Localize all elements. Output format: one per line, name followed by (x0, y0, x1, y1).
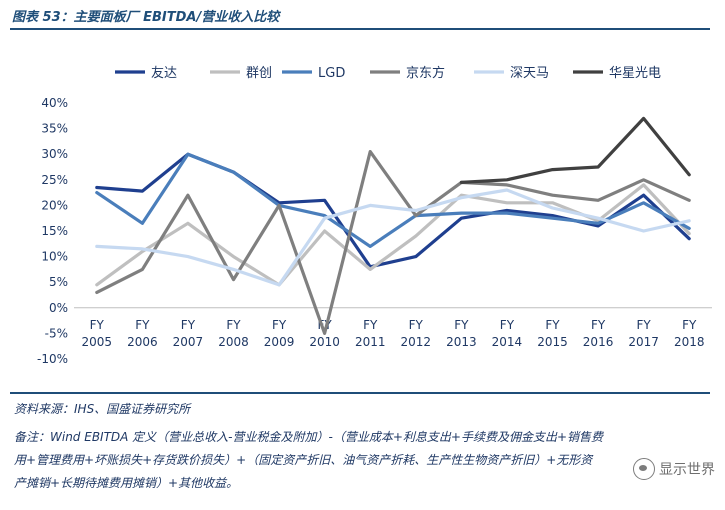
y-tick-label: 40% (41, 96, 68, 110)
y-tick-label: 10% (41, 250, 68, 264)
series-line (95, 150, 691, 335)
source-note: 资料来源：IHS、国盛证券研究所 (14, 402, 191, 416)
x-tick-label: 2009 (264, 335, 295, 349)
x-tick-label: FY (500, 318, 515, 332)
x-tick-label: FY (226, 318, 241, 332)
x-tick-label: FY (545, 318, 560, 332)
x-tick-label: 2008 (218, 335, 249, 349)
x-tick-label: FY (181, 318, 196, 332)
x-tick-label: 2007 (173, 335, 204, 349)
series-line (95, 152, 691, 269)
legend-label: LGD (318, 66, 345, 81)
x-tick-label: FY (409, 318, 424, 332)
series-line (459, 116, 691, 184)
x-tick-label: 2018 (674, 335, 705, 349)
legend-label: 友达 (151, 65, 177, 81)
figure-title: 图表 53：主要面板厂 EBITDA/营业收入比较 (12, 10, 280, 25)
x-tick-label: 2016 (583, 335, 614, 349)
y-tick-label: 20% (41, 198, 68, 212)
x-tick-label: 2017 (628, 335, 659, 349)
x-tick-label: 2013 (446, 335, 477, 349)
watermark: 显示世界 (633, 458, 715, 480)
x-tick-label: FY (272, 318, 287, 332)
x-tick-label: 2006 (127, 335, 158, 349)
y-tick-label: -10% (37, 352, 68, 366)
legend-label: 深天马 (510, 66, 549, 81)
watermark-text: 显示世界 (659, 462, 715, 478)
x-tick-label: 2005 (82, 335, 113, 349)
x-tick-label: FY (591, 318, 606, 332)
series-line (95, 152, 691, 248)
x-tick-label: 2015 (537, 335, 568, 349)
x-tick-label: 2011 (355, 335, 386, 349)
legend-label: 京东方 (406, 65, 445, 81)
series-line (95, 188, 691, 287)
x-tick-label: FY (454, 318, 469, 332)
x-tick-label: FY (135, 318, 150, 332)
x-tick-label: FY (682, 318, 697, 332)
y-tick-label: 0% (49, 301, 68, 315)
y-tick-label: 5% (49, 275, 68, 289)
note-line: 产摊销+长期待摊费用摊销）+其他收益。 (14, 476, 239, 490)
footer-rule (10, 392, 710, 394)
y-tick-label: 35% (41, 122, 68, 136)
x-tick-label: FY (637, 318, 652, 332)
legend-label: 群创 (246, 66, 272, 81)
x-tick-label: FY (363, 318, 378, 332)
line-chart: -10% -5% 0% 5% 10% 15% 20% 25% 30% 35% 40% FY 2005 FY… (37, 65, 712, 366)
x-tick-label: 2014 (492, 335, 523, 349)
wechat-icon (633, 458, 655, 480)
definition-note: 备注：Wind EBITDA 定义（营业总收入-营业税金及附加）-（营业成本+利… (14, 426, 714, 495)
x-tick-label: FY (90, 318, 105, 332)
note-line: 备注：Wind EBITDA 定义（营业总收入-营业税金及附加）-（营业成本+利… (14, 430, 604, 444)
y-tick-label: 30% (41, 147, 68, 161)
x-tick-label: 2010 (309, 335, 340, 349)
x-tick-label: 2012 (401, 335, 432, 349)
note-line: 用+管理费用+坏账损失+存货跌价损失）+（固定资产折旧、油气资产折耗、生产性生物… (14, 453, 593, 467)
y-tick-label: 25% (41, 173, 68, 187)
y-tick-label: -5% (45, 326, 68, 340)
y-tick-label: 15% (41, 224, 68, 238)
legend-label: 华星光电 (609, 66, 661, 81)
title-rule (10, 28, 710, 30)
